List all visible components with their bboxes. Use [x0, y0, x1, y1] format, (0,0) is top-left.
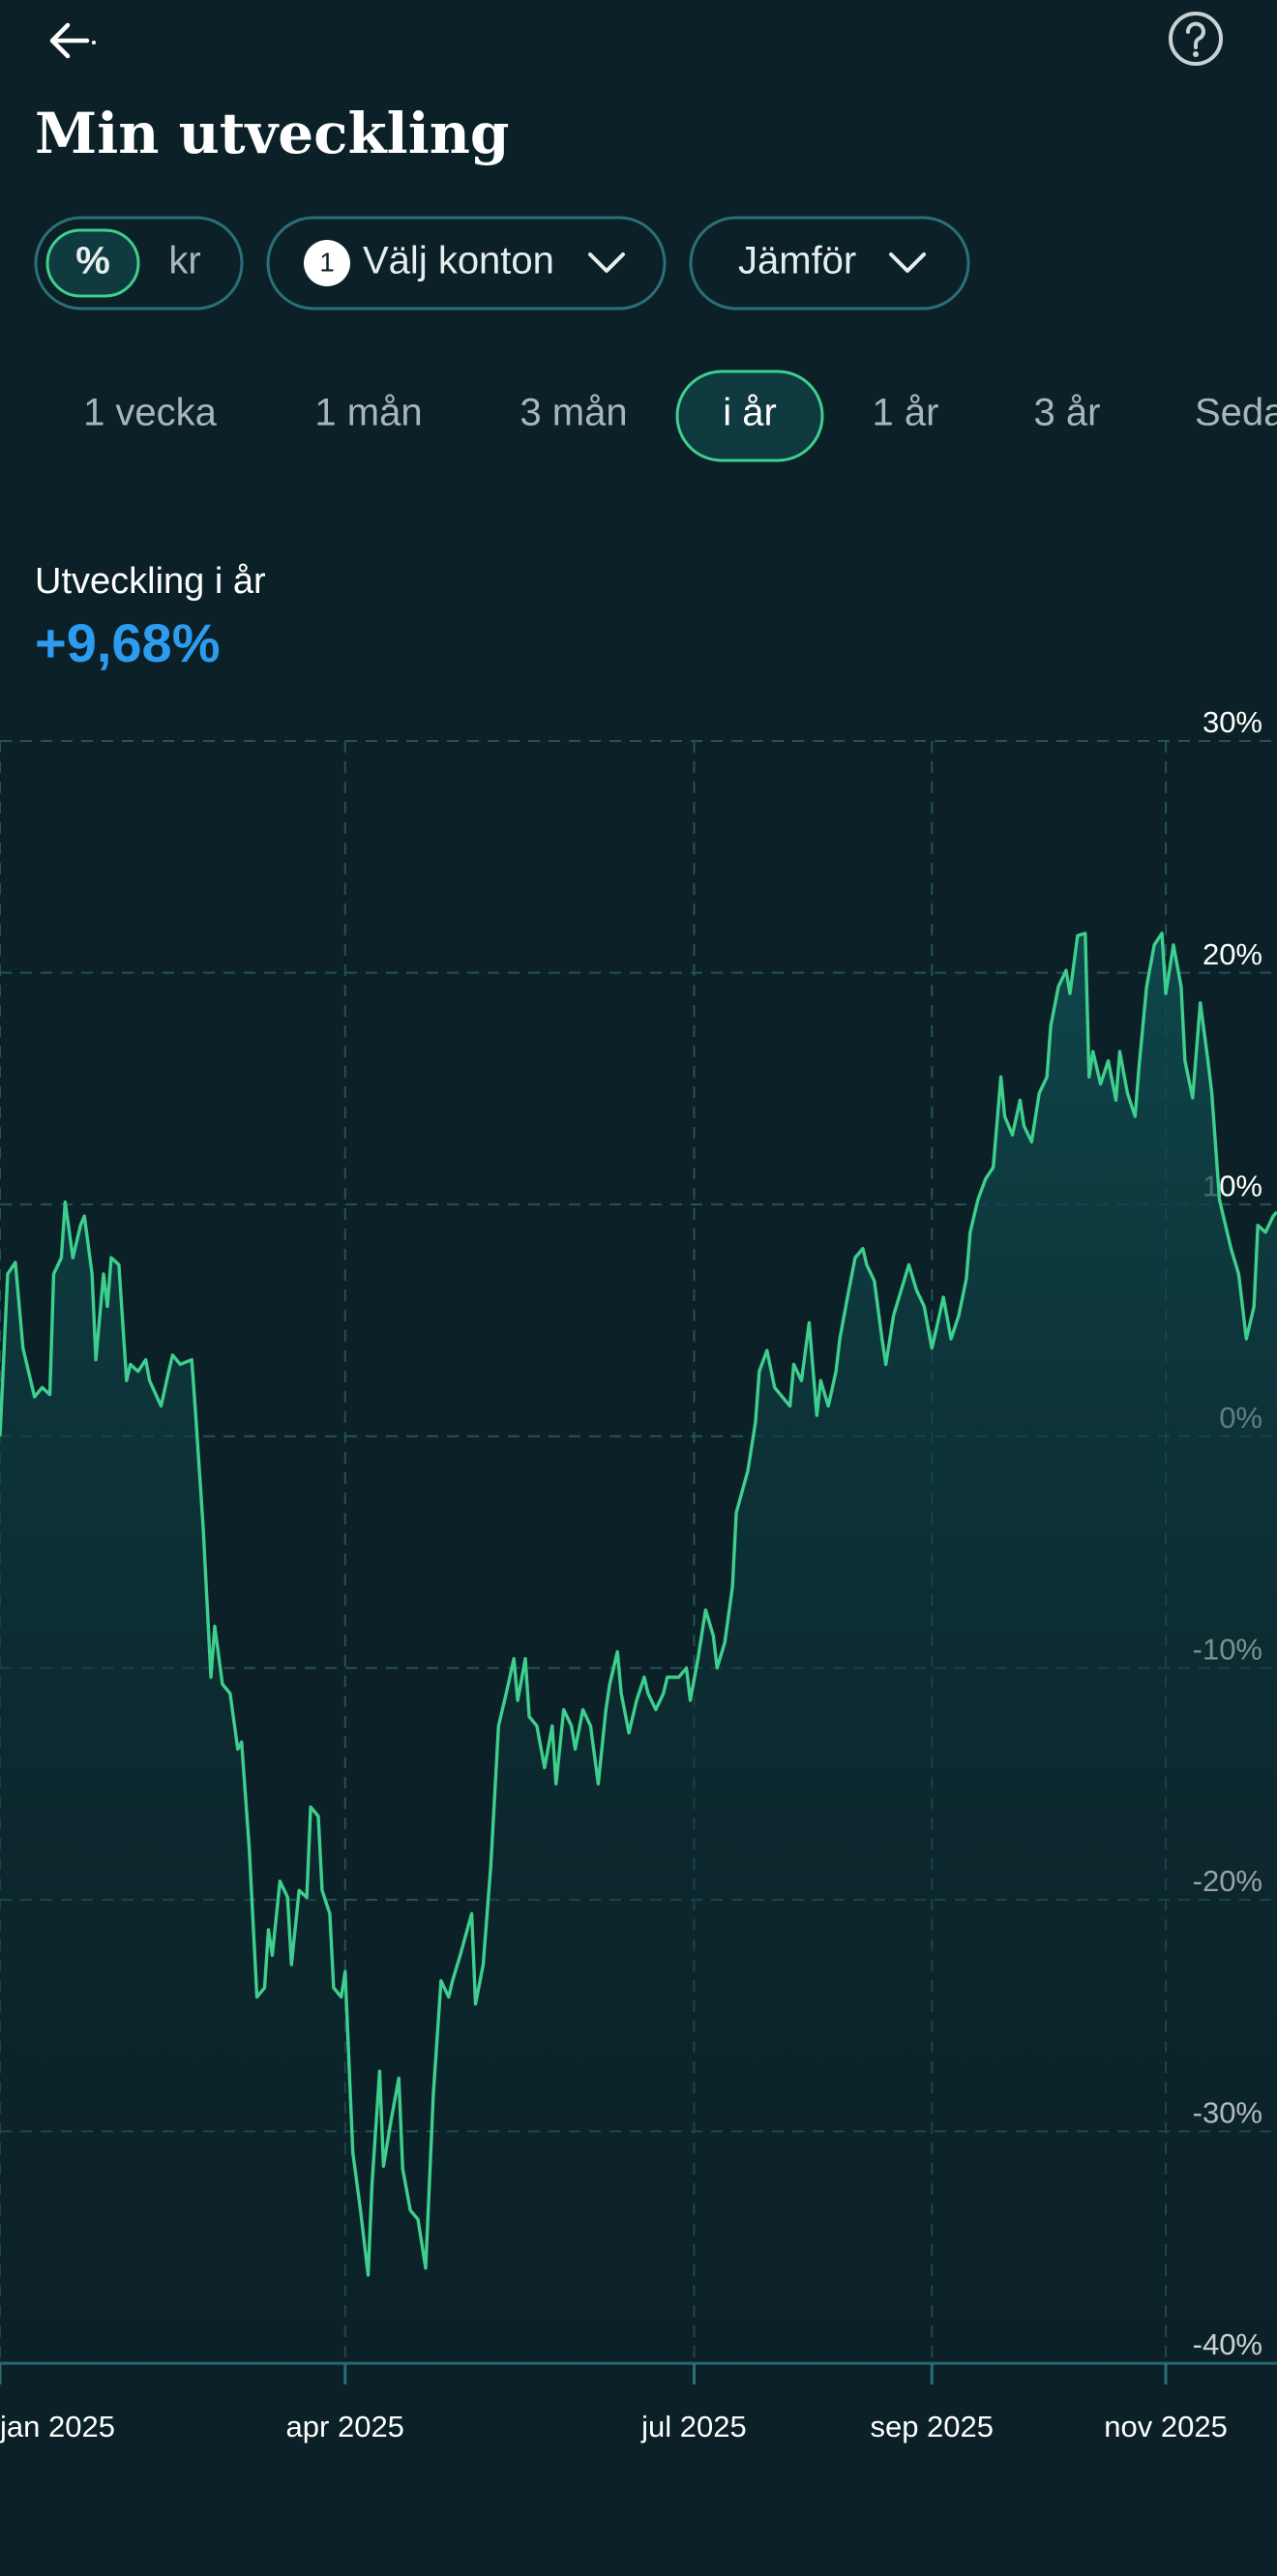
account-count-badge	[304, 240, 350, 286]
x-tick-label: sep 2025	[870, 2410, 994, 2443]
back-button[interactable]	[49, 22, 96, 59]
chevron	[889, 252, 926, 273]
account-button-label[interactable]: Välj konton	[363, 240, 554, 282]
period-tab-selected[interactable]	[675, 370, 824, 462]
period-tab[interactable]: 1 år	[873, 392, 939, 434]
compare-button-label[interactable]: Jämför	[738, 240, 856, 282]
help-button[interactable]	[1169, 12, 1223, 66]
y-tick-label: 30%	[1203, 705, 1262, 739]
period-tab[interactable]: 3 mån	[520, 392, 627, 434]
area-fill	[0, 933, 1277, 2363]
x-tick-label: apr 2025	[286, 2410, 404, 2443]
unit-option-selected[interactable]	[45, 228, 140, 298]
x-tick-label: jan 2025	[0, 2410, 115, 2443]
compare-button[interactable]	[689, 216, 970, 311]
period-tab[interactable]: 1 vecka	[83, 392, 218, 434]
unit-toggle	[34, 216, 244, 311]
chevron	[588, 252, 625, 273]
period-tab[interactable]: 3 år	[1034, 392, 1101, 434]
unit-option[interactable]: %	[75, 240, 110, 282]
period-tab[interactable]: Sedan start	[1195, 392, 1277, 434]
summary-value: +9,68%	[35, 612, 221, 673]
y-tick-label: 20%	[1203, 937, 1262, 971]
period-tabs: 1 vecka 1 mån 3 mån i år 1 år 3 år Sedan start	[83, 370, 1277, 462]
summary-label: Utveckling i år	[35, 561, 266, 602]
period-tab[interactable]: 1 mån	[314, 392, 422, 434]
line	[0, 932, 1277, 2277]
account-count: 1	[319, 247, 335, 277]
x-tick-label: nov 2025	[1104, 2410, 1228, 2443]
page-title: Min utveckling	[35, 101, 509, 166]
unit-option[interactable]: kr	[168, 240, 200, 282]
period-tab[interactable]: i år	[723, 392, 777, 434]
x-tick-label: jul 2025	[640, 2410, 747, 2443]
account-button[interactable]	[266, 216, 667, 311]
